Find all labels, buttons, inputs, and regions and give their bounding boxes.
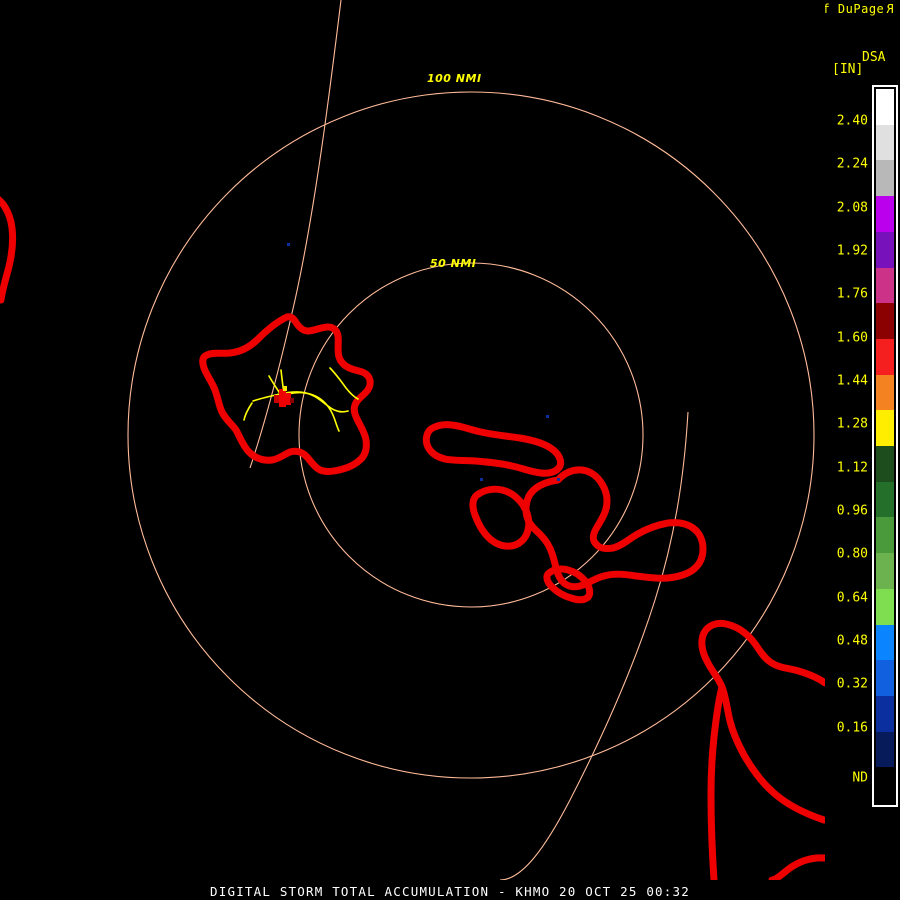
legend-panel: DSA [IN] 2.40 2.24 2.08 1.92 1.76 1.60 1.44 1.2… (826, 40, 900, 830)
echo-pixel (290, 398, 294, 403)
range-ring-100nmi (127, 91, 815, 779)
boundary-arc-oahu (249, 0, 342, 469)
colorbar-swatch (876, 124, 894, 161)
colorbar-tick-label: 2.40 (836, 113, 868, 129)
colorbar-swatch (876, 410, 894, 447)
colorbar-swatch (876, 481, 894, 518)
colorbar-swatch (876, 588, 894, 625)
colorbar-tick-label: ND (852, 770, 868, 786)
highway-windward (329, 367, 359, 400)
colorbar-swatch (876, 374, 894, 411)
radar-map-canvas (0, 0, 825, 880)
range-ring-label-50nmi: 50 NMI (430, 257, 477, 270)
coastline-kahoolawe (543, 565, 594, 604)
colorbar-tick-label: 0.16 (836, 720, 868, 736)
colorbar-swatch (876, 196, 894, 232)
colorbar-swatch (876, 553, 894, 589)
colorbar-swatch (876, 731, 894, 768)
coastline-kauai (0, 196, 17, 304)
product-caption: DIGITAL STORM TOTAL ACCUMULATION - KHMO … (210, 884, 690, 899)
coastline-lanai (469, 485, 533, 550)
echo-pixel (274, 395, 279, 403)
colorbar-swatch (876, 660, 894, 696)
boundary-arc-maui (499, 411, 689, 880)
coastline-hawaii-south (707, 683, 726, 880)
boundary-lines (249, 0, 689, 880)
colorbar-tick-label: 1.76 (836, 286, 868, 302)
colorbar-swatch (876, 267, 894, 304)
echo-pixel (546, 415, 549, 418)
colorbar-swatch-stack (876, 89, 894, 804)
highway-leeward (243, 402, 253, 421)
colorbar-tick-label: 0.32 (836, 676, 868, 692)
range-ring-label-100nmi: 100 NMI (427, 72, 482, 85)
highways-oahu (243, 367, 359, 432)
colorbar-swatch (876, 231, 894, 268)
echo-pixel (557, 478, 560, 481)
echo-pixel (279, 389, 286, 407)
colorbar-tick-label: 1.92 (836, 243, 868, 259)
echo-pixel (480, 478, 483, 481)
colorbar-tick-label: 2.08 (836, 200, 868, 216)
colorbar-tick-label: 0.80 (836, 546, 868, 562)
coastline-hawaii-bigisland (698, 619, 825, 824)
range-ring-50nmi (298, 262, 644, 608)
colorbar-tick-label: 1.28 (836, 416, 868, 432)
colorbar-tick-labels: 2.40 2.24 2.08 1.92 1.76 1.60 1.44 1.28 1.12 0.96… (826, 85, 872, 807)
colorbar-swatch (876, 160, 894, 197)
range-rings (127, 91, 815, 779)
highway-h3 (287, 391, 340, 432)
legend-unit-label: [IN] (832, 62, 864, 77)
echo-pixel (283, 386, 287, 391)
coastline-fragment-southeast (768, 854, 825, 880)
accumulation-echoes (274, 243, 560, 481)
colorbar[interactable] (872, 85, 898, 807)
colorbar-tick-label: 1.12 (836, 460, 868, 476)
colorbar-swatch (876, 767, 894, 804)
coastline-maui (522, 466, 707, 591)
colorbar-tick-label: 1.44 (836, 373, 868, 389)
legend-title: DSA (862, 50, 886, 65)
colorbar-tick-label: 0.96 (836, 503, 868, 519)
colorbar-swatch (876, 624, 894, 661)
colorbar-swatch (876, 338, 894, 375)
colorbar-tick-label: 1.60 (836, 330, 868, 346)
colorbar-swatch (876, 517, 894, 554)
colorbar-swatch (876, 446, 894, 482)
colorbar-swatch (876, 695, 894, 732)
echo-pixel (286, 393, 291, 405)
echo-pixel (287, 243, 290, 246)
radar-map-panel[interactable]: 100 NMI 50 NMI (0, 0, 825, 880)
coastline-oahu (199, 313, 374, 476)
colorbar-tick-label: 0.48 (836, 633, 868, 649)
registered-mark-icon: R (886, 2, 894, 16)
coastline-molokai (422, 421, 565, 477)
colorbar-tick-label: 0.64 (836, 590, 868, 606)
colorbar-tick-label: 2.24 (836, 156, 868, 172)
coastlines (0, 196, 825, 880)
colorbar-swatch (876, 89, 894, 125)
colorbar-swatch (876, 303, 894, 339)
